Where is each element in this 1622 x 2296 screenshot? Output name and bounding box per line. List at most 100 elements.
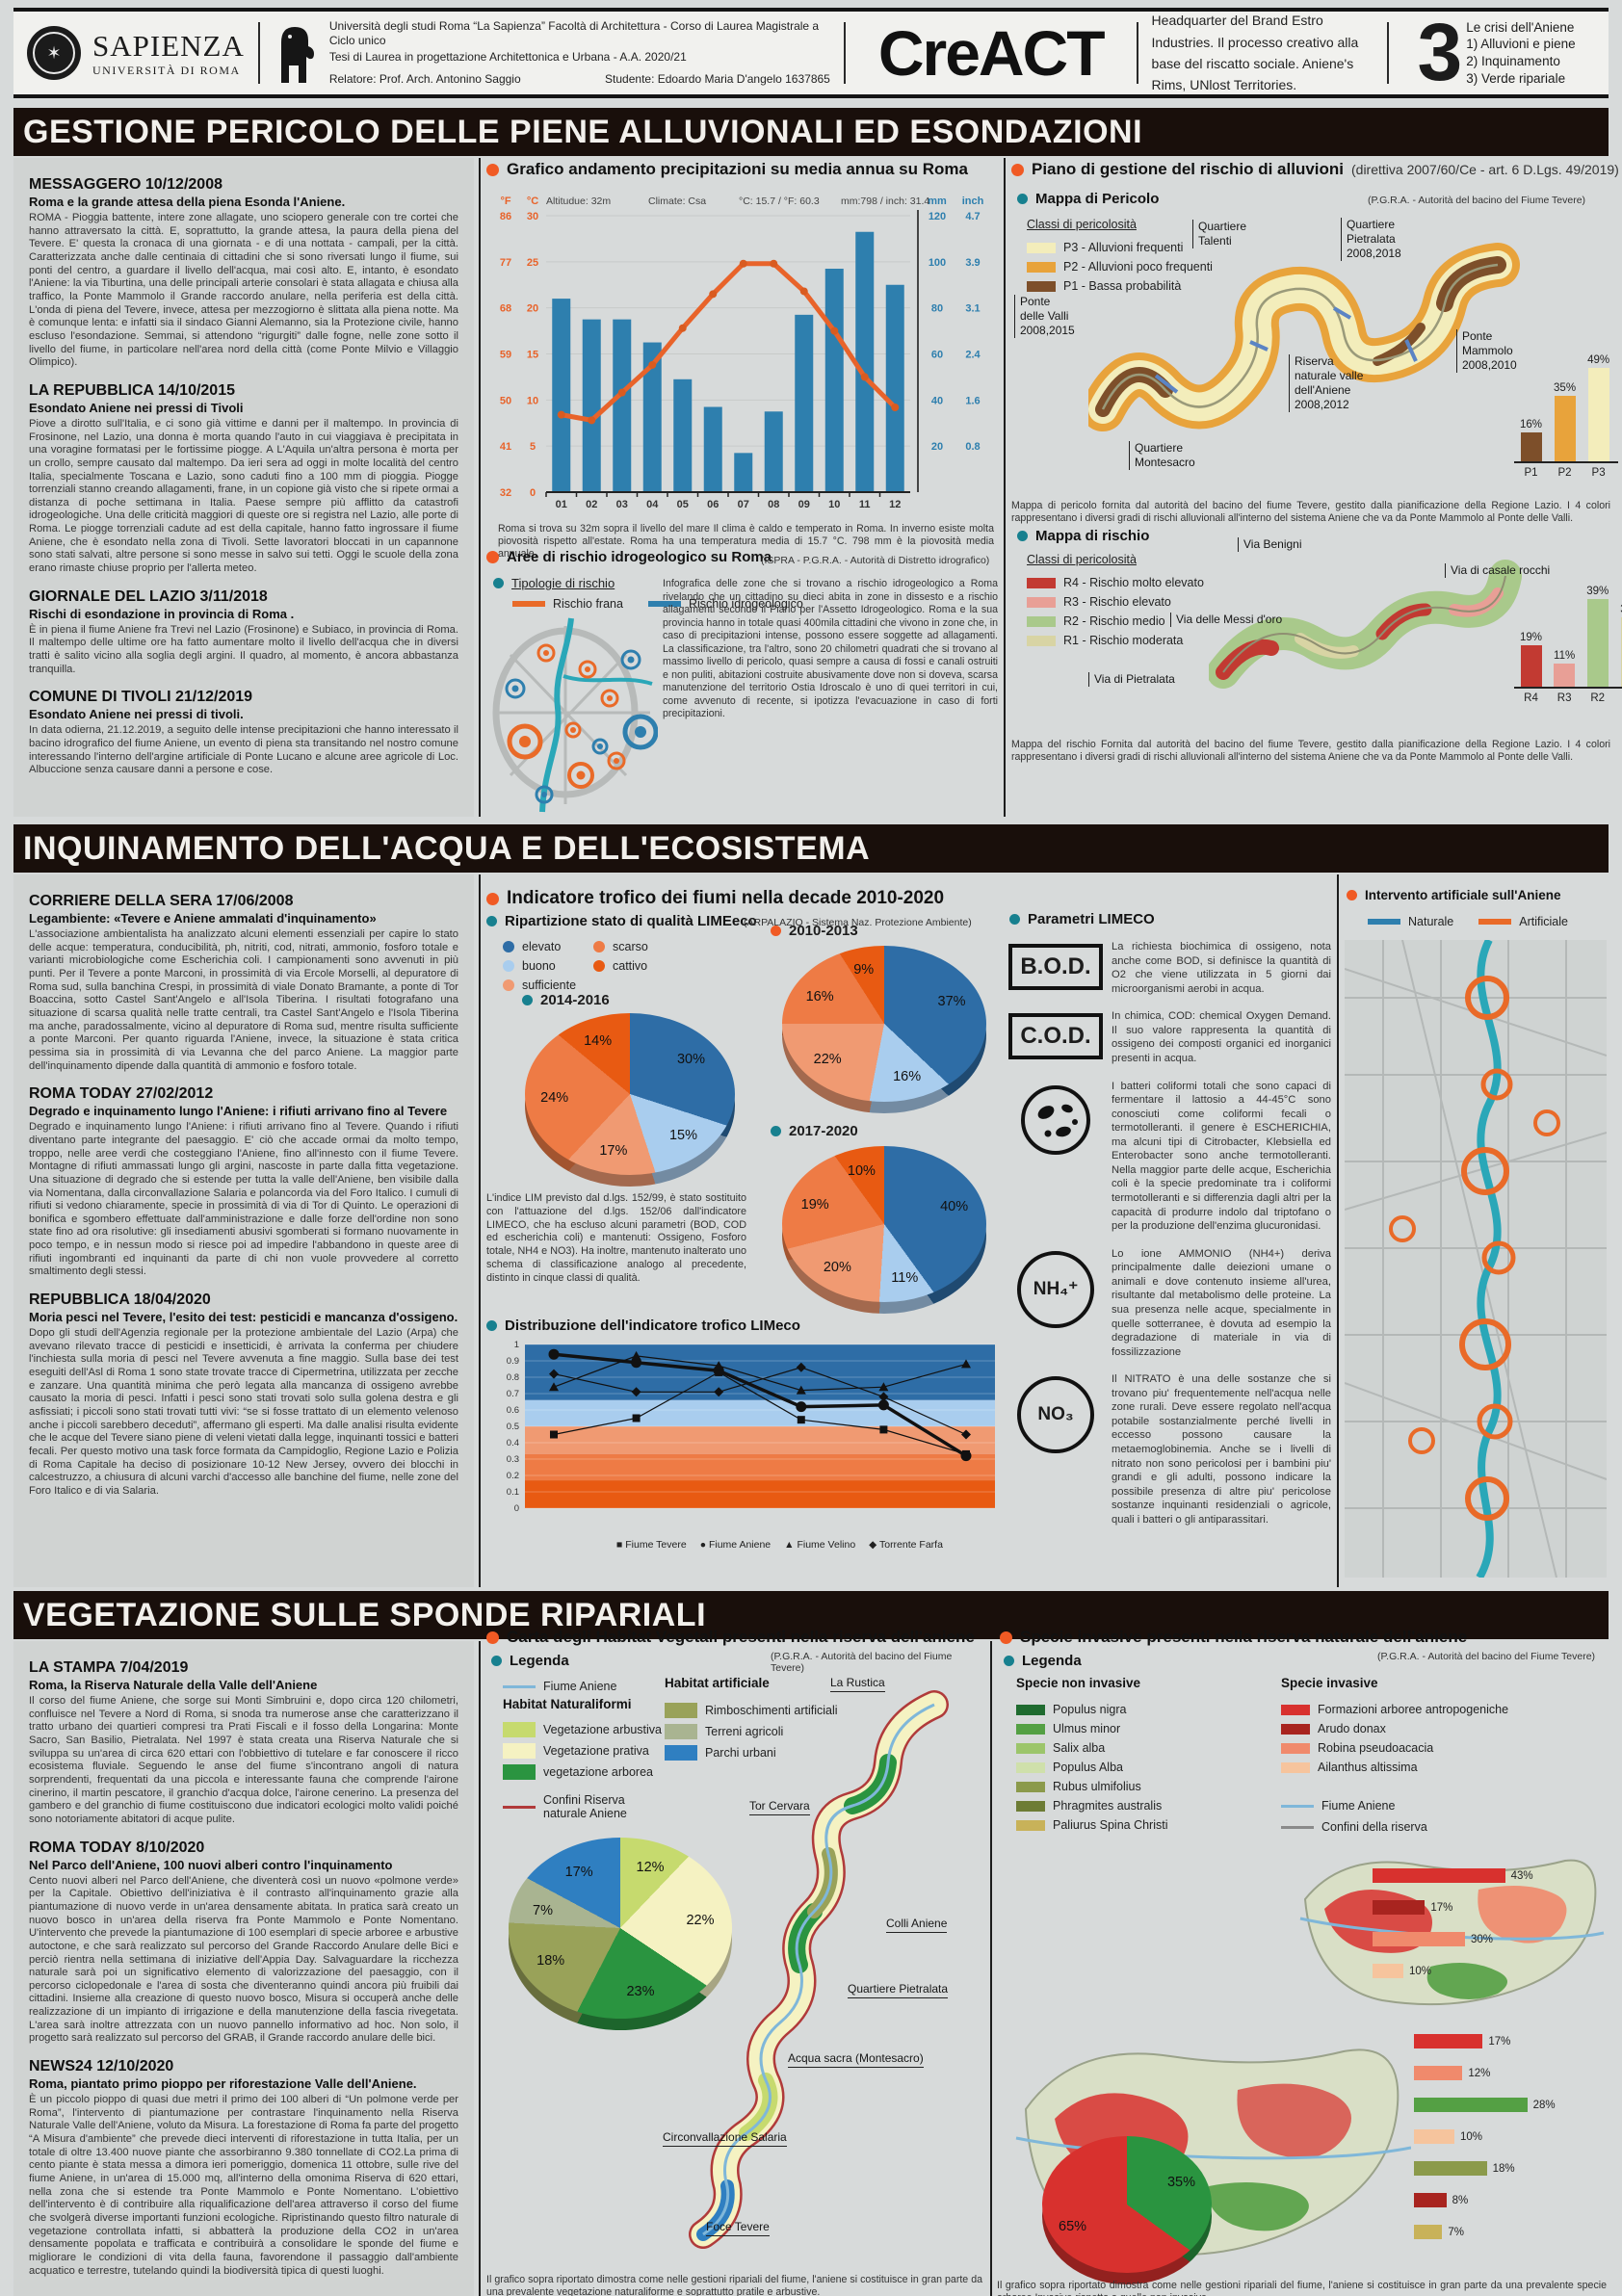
limeco-header: Distribuzione dell'indicatore trofico LI… (486, 1318, 800, 1334)
invasive-species-legend: Formazioni arboree antropogeniche Arudo d… (1281, 1697, 1531, 1780)
bar-row: 8% (1414, 2193, 1556, 2207)
pie-slice-label: 20% (823, 1259, 851, 1275)
svg-text:80: 80 (931, 303, 943, 315)
legend-label: Confini Riserva naturale Aniene (543, 1793, 627, 1820)
svg-text:0.9: 0.9 (507, 1356, 519, 1367)
legend-item: Formazioni arboree antropogeniche (1281, 1703, 1531, 1716)
svg-text:04: 04 (646, 499, 659, 510)
article-source: MESSAGGERO 10/12/2008 (29, 176, 222, 193)
series-legend-item: ● Fiume Aniene (699, 1539, 772, 1551)
article-headline: Esondato Aniene nei pressi di tivoli. (29, 707, 244, 722)
invasive-species-title: Specie invasive (1281, 1676, 1378, 1690)
svg-text:°C: °C (527, 196, 538, 207)
trofico-header: Indicatore trofico dei fiumi nella decad… (486, 888, 944, 909)
article-body: ROMA - Pioggia battente, intere zone all… (29, 212, 458, 369)
legend-label: R1 - Rischio moderata (1063, 634, 1184, 647)
column-divider (1337, 874, 1339, 1587)
article-body: In data odierna, 21.12.2019, a seguito d… (29, 724, 458, 776)
pie-slice-label: 16% (893, 1069, 922, 1085)
bar (1414, 2066, 1463, 2080)
legend-label: Populus nigra (1053, 1703, 1127, 1716)
rischio-bars: 19%R4 11%R3 39%R2 31%R1 (1514, 574, 1622, 707)
teal-bullet-icon (1017, 194, 1028, 204)
rischio-map (1209, 560, 1522, 689)
svg-text:08: 08 (768, 499, 779, 510)
legend-label: cattivo (613, 959, 648, 973)
bar (1414, 2034, 1483, 2048)
map-label: Quartiere Talenti (1192, 220, 1246, 248)
article-source: ROMA TODAY 8/10/2020 (29, 1839, 205, 1856)
legend-swatch-icon (503, 1722, 536, 1737)
legend-item: R3 - Rischio elevato (1027, 595, 1204, 609)
pie-slice-label: 65% (1059, 2219, 1087, 2235)
pie1-title: 2014-2016 (540, 992, 610, 1008)
article-source: ROMA TODAY 27/02/2012 (29, 1085, 214, 1103)
map-label: Circonvallazione Salaria (663, 2130, 787, 2147)
legend-label: R3 - Rischio elevato (1063, 595, 1171, 609)
legend-swatch-icon (1478, 919, 1512, 925)
pericolo-source: (P.G.R.A. - Autorità del bacino del Fium… (1368, 195, 1586, 206)
svg-text:68: 68 (500, 303, 511, 315)
legend-item: Rubus ulmifolius (1016, 1780, 1168, 1793)
bar-row: 7% (1414, 2225, 1556, 2239)
limeco-parameter-item: C.O.D. In chimica, COD: chemical Oxygen D… (1008, 1009, 1331, 1065)
svg-text:0.2: 0.2 (507, 1471, 519, 1481)
svg-text:0.8: 0.8 (965, 441, 980, 453)
invasive-legend-header: Legenda (1004, 1653, 1082, 1669)
map-label: Via delle Messi d'oro (1170, 613, 1282, 627)
bar (1414, 2193, 1447, 2207)
legend-label: Ulmus minor (1053, 1722, 1121, 1735)
idro-legend: Rischio frana Rischio idrogeologico (512, 597, 803, 611)
legend-swatch-icon (503, 1764, 536, 1780)
pericolo-header: Mappa di Pericolo (1017, 191, 1159, 207)
svg-text:20: 20 (527, 303, 538, 315)
svg-text:07: 07 (738, 499, 749, 510)
svg-text:Altitudue: 32m: Altitudue: 32m (546, 196, 611, 207)
svg-text:02: 02 (586, 499, 597, 510)
legend-swatch-icon (665, 1724, 697, 1739)
rischio-title: Mappa di rischio (1035, 528, 1150, 544)
pie3-title: 2017-2020 (789, 1123, 858, 1139)
noninvasive-legend: Populus nigra Ulmus minor Salix alba Populu… (1016, 1697, 1168, 1838)
section1-title-bar: GESTIONE PERICOLO DELLE PIENE ALLUVIONAL… (13, 108, 1609, 156)
parameter-text: I batteri coliformi totali che sono capa… (1112, 1080, 1331, 1233)
map-label: Acqua sacra (Montesacro) (788, 2051, 924, 2068)
column-divider (990, 1641, 992, 2296)
article-headline: Roma, la Riserva Naturale della Valle de… (29, 1678, 318, 1692)
article-headline: Esondato Aniene nei pressi di Tivoli (29, 400, 244, 415)
bar-column: 16% P1 (1520, 418, 1543, 479)
legend-swatch-icon (1281, 1704, 1310, 1715)
habitat-artificial-legend: Rimboschimenti artificiali Terreni agrico… (665, 1697, 838, 1766)
idro-source: (ISPRA - P.G.R.A. - Autorità di Distrett… (761, 555, 990, 566)
map-label: Quartiere Pietralata (848, 1982, 949, 1998)
section2-articles: CORRIERE DELLA SERA 17/06/2008 Legambient… (13, 874, 474, 1587)
legend-label: P3 - Alluvioni frequenti (1063, 241, 1184, 254)
legend-item: Ulmus minor (1016, 1722, 1168, 1735)
university-name: SAPIENZA (92, 28, 245, 63)
teal-bullet-icon (1004, 1656, 1014, 1666)
legend-swatch-icon (1016, 1704, 1045, 1715)
pie-slice-label: 17% (564, 1864, 593, 1880)
legend-label: Rischio idrogeologico (688, 597, 803, 611)
svg-text:mm: mm (928, 196, 947, 207)
section3-articles: LA STAMPA 7/04/2019 Roma, la Riserva Natu… (13, 1641, 474, 2296)
legend-swatch-icon (1027, 261, 1056, 273)
bar-row: 30% (1373, 1932, 1533, 1946)
invasive-header: Specie invasive presenti nella riserva n… (1000, 1628, 1467, 1647)
climate-chart-header: Grafico andamento precipitazioni su medi… (486, 160, 968, 179)
legend-label: Populus Alba (1053, 1761, 1123, 1774)
limeco-parameter-item: NH₄⁺ Lo ione AMMONIO (NH4+) deriva princi… (1009, 1247, 1331, 1360)
article-body: È un piccolo pioppo di quasi due metri i… (29, 2094, 458, 2277)
legend-label: Fiume Aniene (543, 1680, 617, 1693)
pie-slice-label: 37% (937, 993, 966, 1009)
habitat-river-legend: Fiume Aniene (503, 1674, 616, 1699)
legend-swatch-icon (1016, 1742, 1045, 1754)
article-headline: Roma e la grande attesa della piena Eson… (29, 195, 346, 209)
bar-column: 19% R4 (1520, 631, 1543, 704)
invasive-title: Specie invasive presenti nella riserva n… (1020, 1628, 1468, 1646)
legend-item: P3 - Alluvioni frequenti (1027, 241, 1213, 254)
bar (1373, 1900, 1426, 1915)
article: MESSAGGERO 10/12/2008 Roma e la grande at… (29, 176, 458, 370)
pie-slice-label: 7% (533, 1902, 553, 1918)
bar (1414, 2098, 1528, 2112)
